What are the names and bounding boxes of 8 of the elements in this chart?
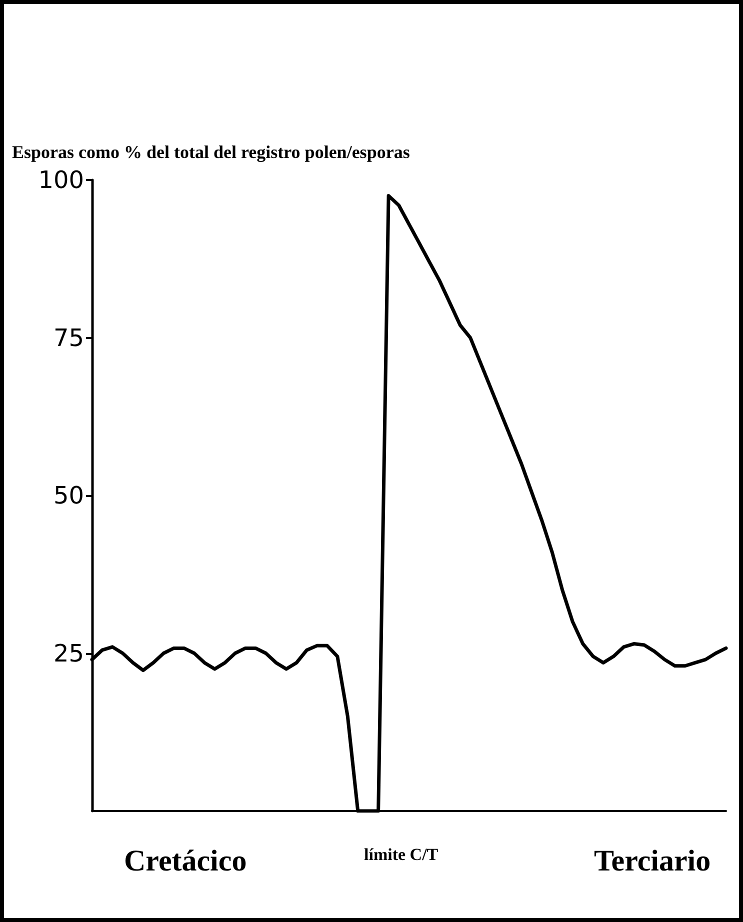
y-tick-label: 25: [53, 639, 84, 668]
text: Terciario: [594, 844, 711, 878]
y-tick-label: 100: [38, 166, 84, 194]
y-axis-title: Esporas como % del total del registro polen/esporas: [12, 142, 410, 162]
y-tick-label: 50: [53, 482, 84, 510]
text: límite C/T: [364, 845, 439, 864]
text: Cretácico: [124, 844, 247, 878]
y-tick-label: 75: [53, 324, 84, 352]
